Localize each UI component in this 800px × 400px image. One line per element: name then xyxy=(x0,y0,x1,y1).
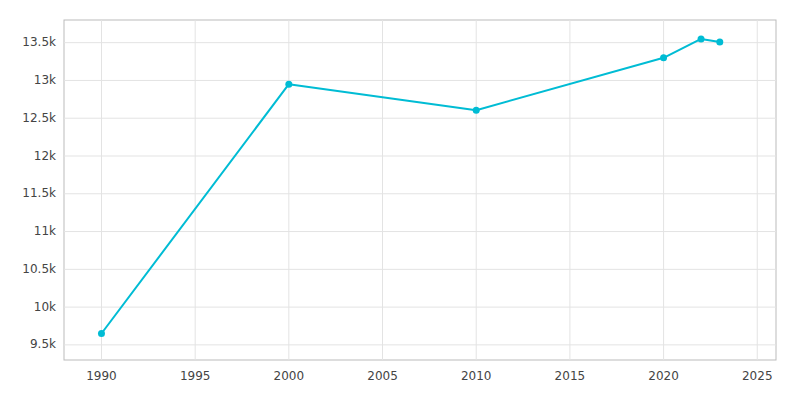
x-tick-label: 2000 xyxy=(274,369,305,383)
x-grid-line xyxy=(476,20,477,360)
data-point xyxy=(716,38,723,45)
y-tick-label: 12k xyxy=(34,149,56,163)
x-grid-line xyxy=(757,20,758,360)
y-grid-line xyxy=(64,156,776,157)
y-grid-line xyxy=(64,80,776,81)
y-tick-label: 9.5k xyxy=(30,337,56,351)
y-tick-label: 10k xyxy=(34,300,56,314)
grid xyxy=(64,20,776,360)
y-grid-line xyxy=(64,307,776,308)
data-line xyxy=(101,39,719,334)
data-point xyxy=(660,54,667,61)
data-point xyxy=(473,107,480,114)
x-tick-label: 2025 xyxy=(742,369,773,383)
x-grid-line xyxy=(382,20,383,360)
y-grid-line xyxy=(64,269,776,270)
y-tick-label: 13k xyxy=(34,73,56,87)
chart-svg: 9.5k 10k 10.5k 11k 11.5k 12k 12.5k 13k 13.5k 1990… xyxy=(0,0,800,400)
x-tick-label: 2005 xyxy=(367,369,398,383)
data-point xyxy=(98,330,105,337)
plot-frame xyxy=(64,20,776,360)
y-grid-line xyxy=(64,344,776,345)
x-grid-line xyxy=(288,20,289,360)
x-tick-label: 1995 xyxy=(180,369,211,383)
data-point xyxy=(698,35,705,42)
x-tick-label: 2020 xyxy=(648,369,679,383)
y-grid-line xyxy=(64,42,776,43)
x-grid-line xyxy=(101,20,102,360)
y-grid-line xyxy=(64,118,776,119)
y-tick-label: 11k xyxy=(34,224,56,238)
y-tick-label: 11.5k xyxy=(22,186,56,200)
page-body: {"chart_data": {"type": "line", "x": [19… xyxy=(0,0,800,400)
x-tick-label: 2010 xyxy=(461,369,492,383)
y-grid-line xyxy=(64,193,776,194)
axes: 9.5k 10k 10.5k 11k 11.5k 12k 12.5k 13k 13.5k 1990… xyxy=(22,35,772,383)
x-tick-label: 2015 xyxy=(555,369,586,383)
y-grid-line xyxy=(64,231,776,232)
page: Line chart html, body { margin: 0; paddi… xyxy=(0,0,800,400)
y-tick-label: 13.5k xyxy=(22,35,56,49)
x-tick-label: 1990 xyxy=(86,369,117,383)
x-grid-line xyxy=(195,20,196,360)
x-grid-line xyxy=(663,20,664,360)
data-layer xyxy=(98,35,723,337)
y-tick-label: 10.5k xyxy=(22,262,56,276)
x-grid-line xyxy=(569,20,570,360)
chart-container: 9.5k 10k 10.5k 11k 11.5k 12k 12.5k 13k 13.5k 1990… xyxy=(0,0,800,400)
y-tick-label: 12.5k xyxy=(22,111,56,125)
data-point xyxy=(285,81,292,88)
